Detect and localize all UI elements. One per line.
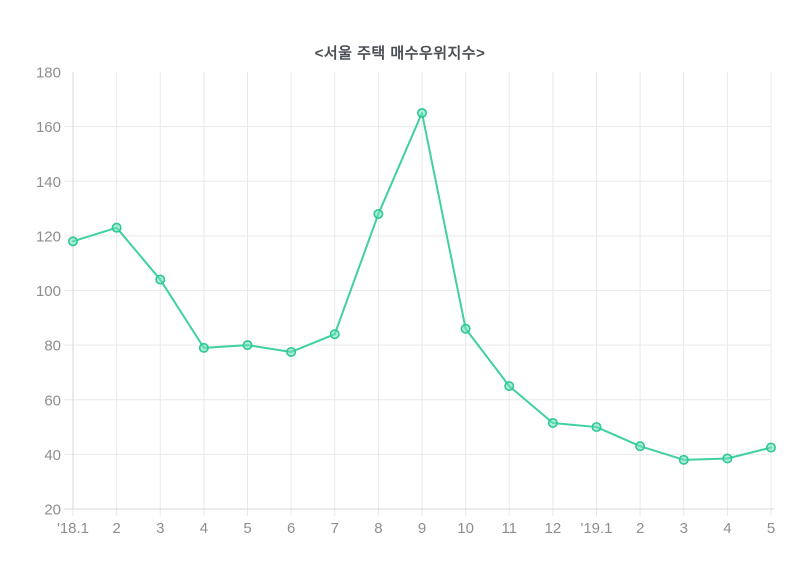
- data-point-marker: [68, 236, 79, 247]
- data-point-marker: [111, 222, 122, 233]
- x-tick-label: 8: [374, 520, 382, 537]
- data-point-marker: [722, 453, 733, 464]
- x-tick-label: 5: [243, 520, 251, 537]
- chart-title: <서울 주택 매수우위지수>: [314, 45, 486, 62]
- data-point-marker: [242, 340, 253, 351]
- x-tick-label: '19.1: [580, 520, 612, 537]
- x-tick-label: 2: [636, 520, 644, 537]
- y-tick-label: 100: [36, 283, 61, 300]
- data-point-marker: [329, 329, 340, 340]
- x-tick-label: 3: [156, 520, 164, 537]
- x-tick-label: 4: [723, 520, 731, 537]
- y-tick-label: 140: [36, 174, 61, 191]
- y-tick-label: 120: [36, 228, 61, 245]
- y-tick-label: 160: [36, 119, 61, 136]
- data-point-marker: [635, 441, 646, 452]
- x-tick-label: 12: [545, 520, 562, 537]
- x-tick-label: 3: [680, 520, 688, 537]
- data-point-marker: [373, 209, 384, 220]
- y-tick-label: 80: [44, 338, 61, 355]
- x-tick-label: 6: [287, 520, 295, 537]
- x-tick-label: 2: [112, 520, 120, 537]
- data-point-marker: [504, 381, 515, 392]
- x-tick-label: '18.1: [57, 520, 89, 537]
- data-point-marker: [198, 342, 209, 353]
- data-point-marker: [591, 422, 602, 433]
- data-point-marker: [765, 442, 776, 453]
- data-point-marker: [416, 107, 427, 118]
- data-point-marker: [547, 417, 558, 428]
- x-tick-label: 4: [200, 520, 208, 537]
- data-point-marker: [286, 346, 297, 357]
- y-tick-label: 180: [36, 65, 61, 82]
- data-point-marker: [678, 454, 689, 465]
- x-tick-label: 11: [501, 520, 517, 537]
- x-tick-label: 10: [457, 520, 474, 537]
- x-tick-label: 9: [418, 520, 426, 537]
- data-point-marker: [155, 274, 166, 285]
- data-point-marker: [460, 323, 471, 334]
- x-tick-label: 7: [331, 520, 339, 537]
- y-tick-label: 20: [44, 502, 61, 519]
- x-tick-label: 5: [767, 520, 775, 537]
- y-tick-label: 40: [44, 447, 61, 464]
- y-tick-label: 60: [44, 392, 61, 409]
